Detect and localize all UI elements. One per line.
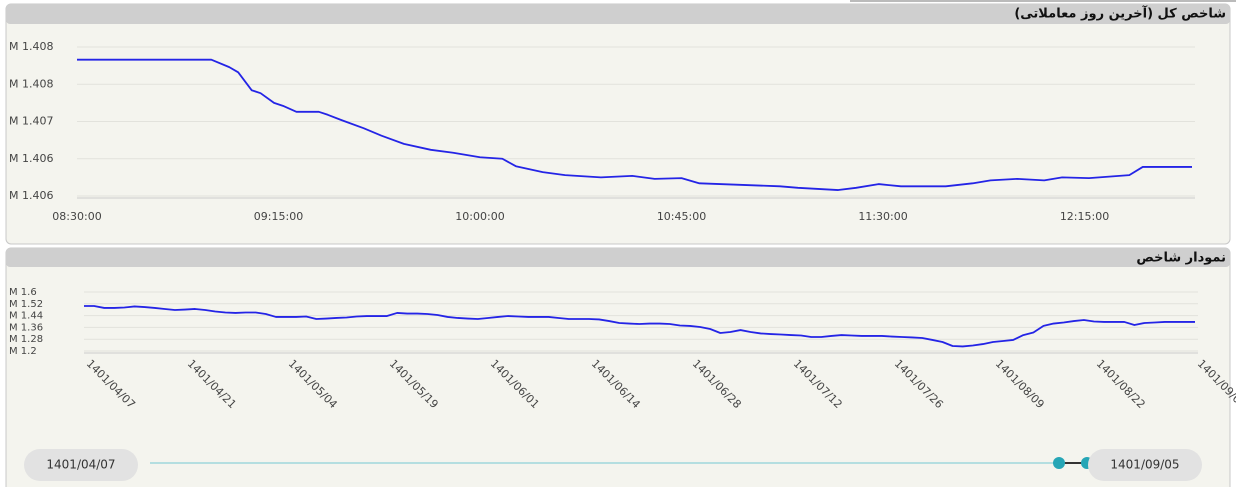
x-tick-label: 08:30:00 [52,210,101,223]
x-tick-label: 12:15:00 [1060,210,1109,223]
start-pill[interactable] [24,449,138,481]
index-line [77,58,1192,191]
panel-title: شاخص کل (آخرین روز معاملاتی) [1014,5,1226,22]
x-tick-label: 09:15:00 [254,210,303,223]
y-tick-label: M 1.52 [9,299,43,310]
y-tick-label: M 1.406 [9,152,53,165]
panel-title: نمودار شاخص [1136,251,1226,266]
y-tick-label: M 1.36 [9,322,43,333]
slider-handle[interactable] [1053,457,1065,469]
y-tick-label: M 1.2 [9,346,37,357]
panel-header [6,4,1230,24]
slider-start: 1401/04/07 [46,458,115,472]
panel-header [6,248,1230,267]
y-tick-label: M 1.408 [9,77,53,90]
panel [5,3,1231,245]
y-tick-label: M 1.44 [9,311,43,322]
x-tick-label: 11:30:00 [858,210,907,223]
y-tick-label: M 1.407 [9,115,53,128]
index-line [84,305,1195,348]
y-tick-label: M 1.406 [9,189,53,202]
x-tick-label: 10:00:00 [455,210,504,223]
y-tick-label: M 1.6 [9,287,37,298]
end-pill[interactable] [1088,449,1202,481]
x-tick-label: 10:45:00 [657,210,706,223]
y-tick-label: M 1.28 [9,334,43,345]
y-tick-label: M 1.408 [9,40,53,53]
slider-end: 1401/09/05 [1110,458,1179,472]
